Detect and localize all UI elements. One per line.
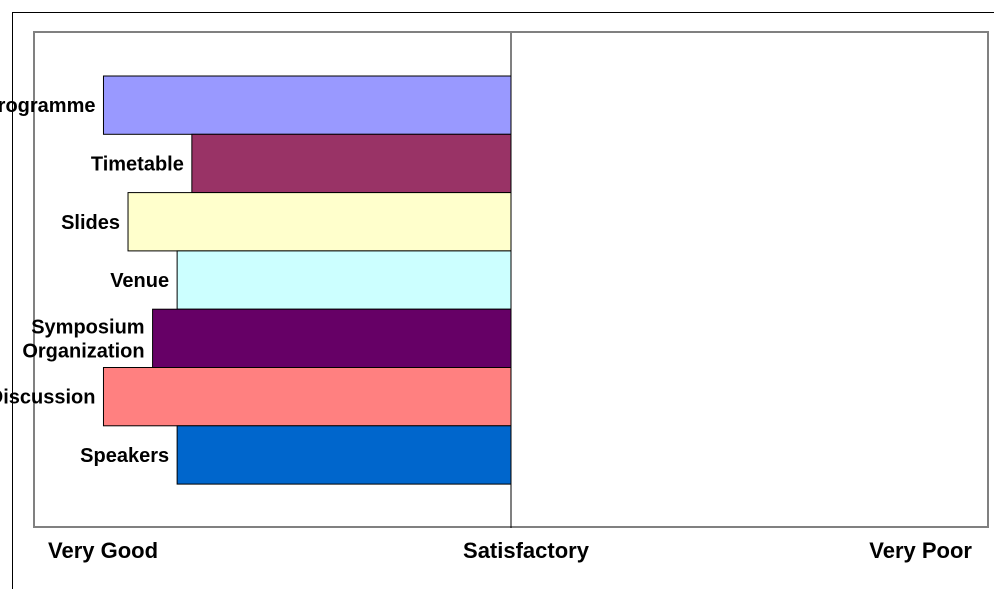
bar-speakers — [176, 425, 512, 485]
category-label-timetable: Timetable — [91, 153, 184, 175]
bar-slides — [127, 192, 512, 252]
bar-discussion — [102, 367, 512, 427]
tick-label-satisfactory: Satisfactory — [463, 538, 590, 563]
chart-frame — [12, 12, 994, 589]
tick-label-very-poor: Very Poor — [869, 538, 972, 563]
bars-group — [102, 75, 512, 485]
category-labels-group: Programme Timetable Slides Venue SymposiumOr… — [0, 95, 184, 467]
tick-label-very-good: Very Good — [48, 538, 158, 563]
bar-timetable — [191, 133, 512, 194]
category-label-venue: Venue — [110, 270, 169, 292]
category-label-discussion: Discussion — [0, 387, 95, 409]
category-label-speakers: Speakers — [80, 445, 169, 467]
category-label-slides: Slides — [61, 212, 120, 234]
bar-programme — [102, 75, 512, 135]
category-label-symposium-organization: Symposium Organization — [22, 316, 144, 362]
category-label-programme: Programme — [0, 95, 95, 117]
bar-symposium-organization — [152, 308, 512, 369]
bar-venue — [176, 250, 512, 310]
